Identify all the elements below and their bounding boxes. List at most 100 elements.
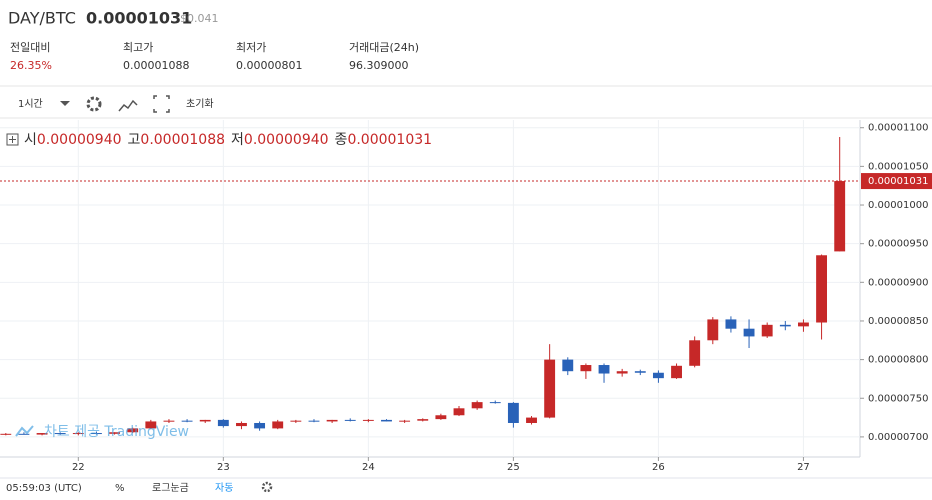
candle-body xyxy=(471,402,483,409)
plot-area: 0.00000700 0.00000750 0.00000800 0.00000850… xyxy=(0,120,932,473)
settings-icon[interactable] xyxy=(86,96,102,112)
x-tick-label: 27 xyxy=(797,462,810,473)
settings-icon[interactable] xyxy=(261,481,273,493)
candle-body xyxy=(236,422,247,427)
candle-body xyxy=(834,181,846,252)
candle-body xyxy=(544,359,556,418)
percent-toggle[interactable]: % xyxy=(115,483,125,494)
candle-body xyxy=(54,433,66,435)
y-tick-label: 0.00000900 xyxy=(868,277,928,288)
candle-body xyxy=(199,419,211,422)
legend-toggle[interactable] xyxy=(6,133,19,146)
candle-body xyxy=(254,422,266,429)
ohlc-legend: 시0.00000940 고0.00001088 저0.00000940 종0.0000… xyxy=(24,132,432,148)
legend-value: 0.00001031 xyxy=(347,132,432,148)
log-toggle[interactable]: 로그눈금 xyxy=(152,482,189,494)
candle-body xyxy=(580,365,592,372)
candle-body xyxy=(798,322,809,327)
candle-body xyxy=(435,415,447,420)
candle-body xyxy=(381,419,392,422)
candle-body xyxy=(145,421,157,429)
candle-body xyxy=(163,420,175,422)
candle-body xyxy=(562,359,574,372)
y-tick-label: 0.00001100 xyxy=(868,123,928,134)
candle-body xyxy=(417,419,429,421)
stat-value: 0.00001088 xyxy=(123,59,189,72)
y-tick-label: 0.00001050 xyxy=(868,161,928,172)
stat-label: 거래대금(24h) xyxy=(349,41,419,54)
candle-body xyxy=(725,319,737,329)
x-tick-label: 26 xyxy=(652,462,665,473)
legend-label: 종 xyxy=(335,132,348,148)
candle-body xyxy=(453,408,465,416)
indicator-icon[interactable] xyxy=(118,99,138,112)
candle-body xyxy=(91,433,102,435)
x-tick-label: 22 xyxy=(72,462,85,473)
legend-toggle-plus xyxy=(9,136,16,143)
candle-body xyxy=(0,433,12,435)
usd-price: $0.041 xyxy=(180,12,219,25)
candle-body xyxy=(489,402,501,404)
candle-body xyxy=(290,420,302,422)
x-tick-label: 25 xyxy=(507,462,520,473)
last-price-tag xyxy=(861,173,932,190)
candle-body xyxy=(18,433,30,435)
y-tick-label: 0.00000850 xyxy=(868,316,928,327)
candle-body xyxy=(816,255,828,323)
candle-body xyxy=(652,372,664,379)
clock: 05:59:03 (UTC) xyxy=(6,483,82,494)
last-price-label: 0.00001031 xyxy=(868,176,928,187)
candle-body xyxy=(507,402,519,423)
candle-body xyxy=(761,324,773,337)
stat-label: 최저가 xyxy=(236,41,266,54)
candle-body xyxy=(326,419,338,422)
symbol: DAY/BTC xyxy=(8,9,76,28)
candle-body xyxy=(779,324,791,327)
y-tick-label: 0.00000700 xyxy=(868,432,928,443)
stat-value: 0.00000801 xyxy=(236,59,302,72)
candle-body xyxy=(526,417,537,423)
dropdown-arrow[interactable] xyxy=(60,101,70,106)
candle-body xyxy=(399,420,411,422)
stat-label: 전일대비 xyxy=(10,40,50,54)
candle-body xyxy=(743,328,755,337)
stat-label: 최고가 xyxy=(123,41,153,54)
candle-body xyxy=(127,428,139,433)
legend-value: 0.00000940 xyxy=(244,132,329,148)
candle-body xyxy=(689,340,701,366)
candle-body xyxy=(36,433,48,435)
watermark-logo xyxy=(15,425,34,437)
candle-body xyxy=(362,419,374,421)
legend-label: 시 xyxy=(24,132,37,148)
legend-value: 0.00001088 xyxy=(140,132,225,148)
candle-body xyxy=(109,432,121,434)
auto-toggle[interactable]: 자동 xyxy=(215,482,233,494)
fullscreen-icon[interactable] xyxy=(153,95,170,113)
interval-button[interactable]: 1시간 xyxy=(18,98,43,110)
stat-value: 26.35% xyxy=(10,59,52,72)
candle-body xyxy=(598,365,610,374)
y-tick-label: 0.00001000 xyxy=(868,200,928,211)
candle-body xyxy=(707,319,719,341)
candle-body xyxy=(671,365,682,379)
reset-button[interactable]: 초기화 xyxy=(186,98,214,110)
watermark[interactable]: 차트 제공 TradingView xyxy=(44,424,189,440)
y-tick-label: 0.00000950 xyxy=(868,239,928,250)
candle-body xyxy=(616,371,628,374)
candle-body xyxy=(72,433,84,435)
candle-body xyxy=(634,371,646,373)
price: 0.00001031 xyxy=(86,9,192,28)
candle-body xyxy=(217,419,229,427)
candle-body xyxy=(344,419,356,421)
legend-label: 고 xyxy=(128,132,141,148)
x-tick-label: 23 xyxy=(217,462,230,473)
stat-value: 96.309000 xyxy=(349,59,409,72)
candle-body xyxy=(308,420,320,422)
legend-label: 저 xyxy=(231,132,244,148)
candle-body xyxy=(272,421,284,429)
candle-body xyxy=(181,420,193,422)
legend-value: 0.00000940 xyxy=(37,132,122,148)
y-tick-label: 0.00000800 xyxy=(868,355,928,366)
